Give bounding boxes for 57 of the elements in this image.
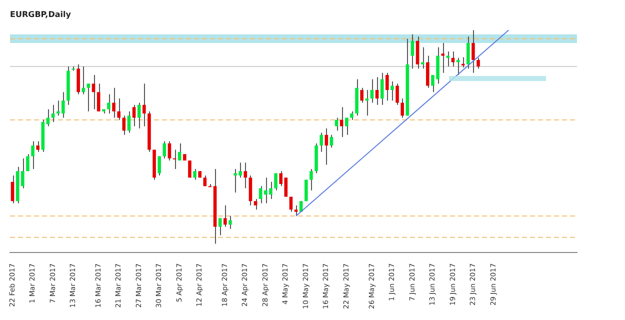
candlestick <box>62 92 65 118</box>
candlestick <box>76 64 80 95</box>
candlestick <box>304 179 308 202</box>
candlestick <box>172 149 176 170</box>
candlestick <box>390 80 394 102</box>
candlestick <box>340 106 344 138</box>
candlestick <box>420 46 424 70</box>
candlestick <box>122 115 126 136</box>
candlestick <box>86 83 90 112</box>
candlestick <box>345 117 348 136</box>
candlestick <box>10 174 14 204</box>
candlestick <box>410 34 414 70</box>
candlestick <box>396 83 399 106</box>
candlestick <box>92 74 96 110</box>
candlestick <box>426 55 430 88</box>
candlestick <box>112 87 116 118</box>
candlestick <box>416 36 420 70</box>
candlestick <box>375 76 379 106</box>
candlestick <box>21 158 24 189</box>
candlestick <box>26 154 30 172</box>
candlestick <box>380 72 384 106</box>
candlestick <box>193 168 196 180</box>
candlestick <box>279 170 282 187</box>
candlestick <box>224 204 227 228</box>
candlestick <box>360 87 364 104</box>
candlestick <box>472 30 475 74</box>
candlestick <box>466 36 470 70</box>
candlestick <box>274 172 278 191</box>
candlestick <box>228 216 232 230</box>
candlestick <box>248 174 252 206</box>
candlestick <box>310 168 313 191</box>
candlestick <box>386 72 389 102</box>
candlestick <box>476 57 480 70</box>
candlestick <box>117 98 120 120</box>
candlestick <box>46 108 50 127</box>
candlestick <box>158 156 161 176</box>
candlestick <box>330 134 334 148</box>
candlestick <box>370 78 374 104</box>
candlestick <box>244 162 248 189</box>
candlestick <box>218 218 222 236</box>
candlestick <box>142 83 146 127</box>
candlestick <box>294 204 298 217</box>
candlestick <box>31 140 34 170</box>
candlestick <box>254 198 258 210</box>
candlestick <box>168 140 172 161</box>
candlestick <box>107 94 110 114</box>
candlestick <box>461 56 465 68</box>
candlestick <box>178 142 182 161</box>
candlestick <box>284 177 288 198</box>
candlestick <box>36 140 40 152</box>
candlestick <box>441 42 444 74</box>
candlestick <box>127 110 131 134</box>
candlestick <box>334 117 338 132</box>
candlestick <box>320 132 323 152</box>
chart-title: EURGBP,Daily <box>10 10 72 19</box>
candlestick <box>400 98 404 118</box>
candlestick <box>96 83 100 112</box>
